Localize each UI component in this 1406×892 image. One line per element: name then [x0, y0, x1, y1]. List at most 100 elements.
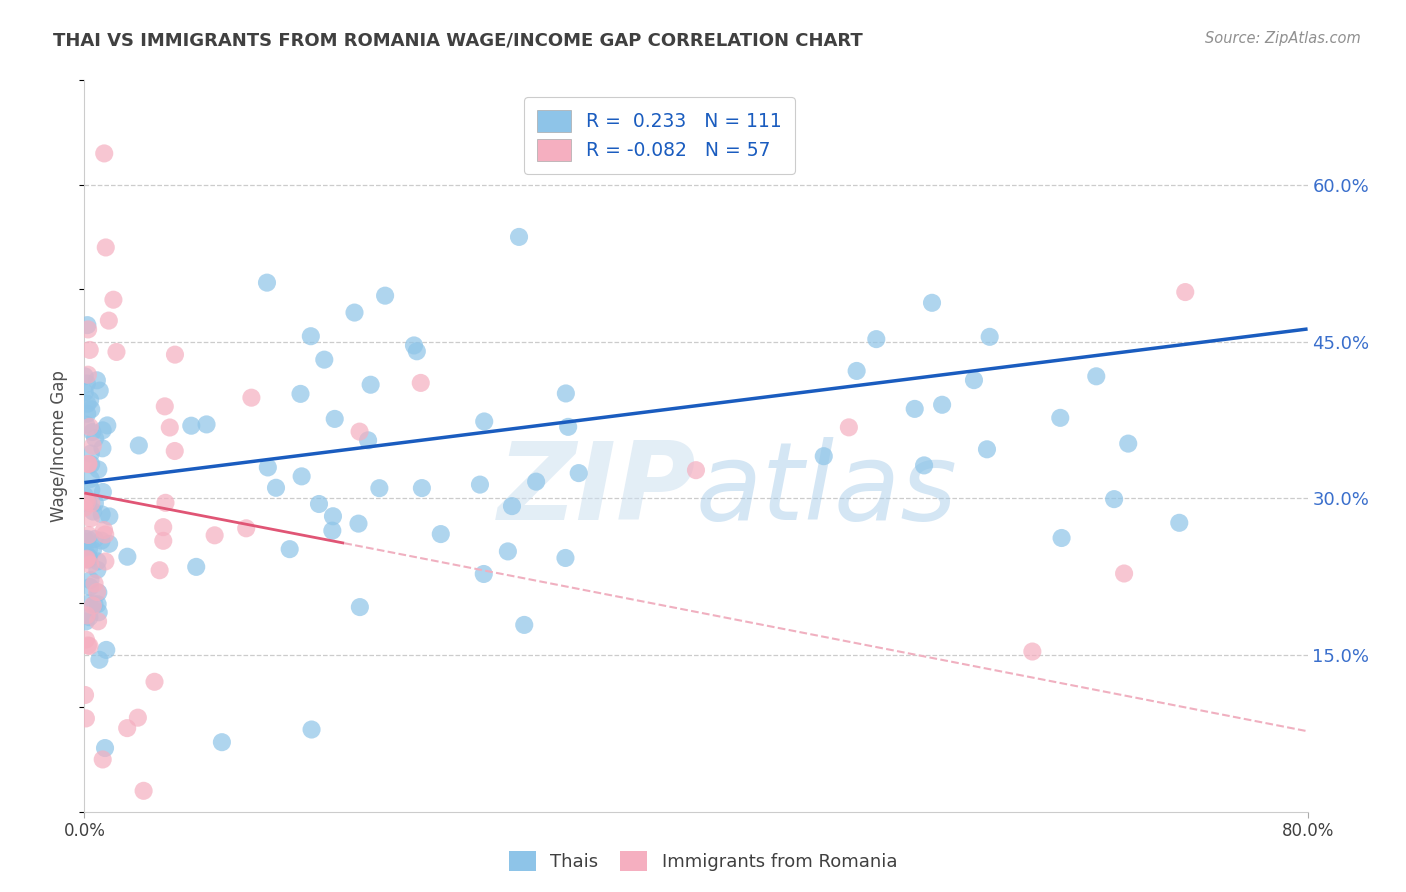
- Point: [143, 674, 166, 689]
- Point: [357, 434, 380, 448]
- Point: [409, 376, 432, 390]
- Point: [80, 496, 103, 510]
- Point: [1050, 531, 1073, 545]
- Point: [79, 610, 101, 624]
- Point: [77, 496, 100, 510]
- Point: [79, 343, 101, 357]
- Point: [349, 600, 371, 615]
- Point: [86, 554, 108, 568]
- Point: [73, 688, 96, 702]
- Point: [360, 377, 382, 392]
- Point: [468, 477, 491, 491]
- Point: [89, 653, 111, 667]
- Point: [94, 741, 117, 756]
- Point: [155, 496, 177, 510]
- Point: [79, 393, 101, 408]
- Point: [472, 566, 495, 581]
- Point: [75, 711, 97, 725]
- Point: [75, 632, 97, 647]
- Point: [79, 639, 101, 653]
- Legend: R =  0.233   N = 111, R = -0.082   N = 57: R = 0.233 N = 111, R = -0.082 N = 57: [524, 97, 794, 174]
- Point: [77, 368, 100, 382]
- Point: [322, 509, 344, 524]
- Point: [195, 417, 218, 432]
- Point: [75, 552, 97, 566]
- Point: [77, 639, 100, 653]
- Point: [921, 295, 943, 310]
- Point: [557, 420, 579, 434]
- Point: [472, 415, 495, 429]
- Point: [314, 352, 336, 367]
- Point: [105, 345, 128, 359]
- Point: [290, 387, 312, 401]
- Point: [75, 615, 97, 629]
- Point: [91, 752, 114, 766]
- Point: [299, 329, 322, 343]
- Point: [128, 438, 150, 452]
- Point: [865, 332, 887, 346]
- Point: [80, 458, 103, 472]
- Point: [84, 496, 107, 510]
- Point: [77, 457, 100, 471]
- Point: [82, 439, 104, 453]
- Point: [264, 481, 287, 495]
- Point: [93, 146, 115, 161]
- Text: Source: ZipAtlas.com: Source: ZipAtlas.com: [1205, 31, 1361, 46]
- Point: [86, 563, 108, 577]
- Point: [87, 462, 110, 476]
- Point: [77, 322, 100, 336]
- Point: [402, 338, 425, 352]
- Text: THAI VS IMMIGRANTS FROM ROMANIA WAGE/INCOME GAP CORRELATION CHART: THAI VS IMMIGRANTS FROM ROMANIA WAGE/INC…: [53, 31, 863, 49]
- Point: [838, 420, 860, 434]
- Point: [73, 369, 96, 384]
- Point: [82, 599, 104, 613]
- Y-axis label: Wage/Income Gap: Wage/Income Gap: [51, 370, 69, 522]
- Point: [79, 573, 101, 587]
- Point: [86, 373, 108, 387]
- Point: [75, 545, 97, 559]
- Point: [73, 489, 96, 503]
- Point: [405, 344, 427, 359]
- Point: [80, 402, 103, 417]
- Point: [73, 385, 96, 400]
- Point: [87, 585, 110, 599]
- Point: [79, 580, 101, 594]
- Point: [180, 418, 202, 433]
- Point: [79, 558, 101, 572]
- Point: [89, 384, 111, 398]
- Point: [91, 442, 114, 456]
- Point: [904, 401, 927, 416]
- Point: [813, 449, 835, 463]
- Point: [79, 596, 101, 610]
- Point: [186, 560, 208, 574]
- Point: [1174, 285, 1197, 299]
- Point: [103, 293, 125, 307]
- Point: [308, 497, 330, 511]
- Point: [75, 417, 97, 432]
- Point: [508, 230, 530, 244]
- Point: [685, 463, 707, 477]
- Point: [75, 493, 97, 508]
- Point: [77, 542, 100, 557]
- Point: [76, 608, 98, 623]
- Point: [1102, 492, 1125, 507]
- Point: [554, 386, 576, 401]
- Point: [79, 511, 101, 525]
- Point: [86, 585, 108, 599]
- Point: [94, 527, 117, 541]
- Point: [83, 532, 105, 546]
- Point: [76, 532, 98, 546]
- Point: [90, 533, 112, 548]
- Point: [278, 542, 301, 557]
- Point: [912, 458, 935, 473]
- Point: [374, 288, 396, 302]
- Point: [77, 457, 100, 471]
- Point: [568, 466, 591, 480]
- Point: [76, 376, 98, 391]
- Point: [117, 549, 139, 564]
- Point: [256, 276, 278, 290]
- Point: [343, 305, 366, 319]
- Point: [76, 397, 98, 411]
- Point: [513, 618, 536, 632]
- Point: [291, 469, 314, 483]
